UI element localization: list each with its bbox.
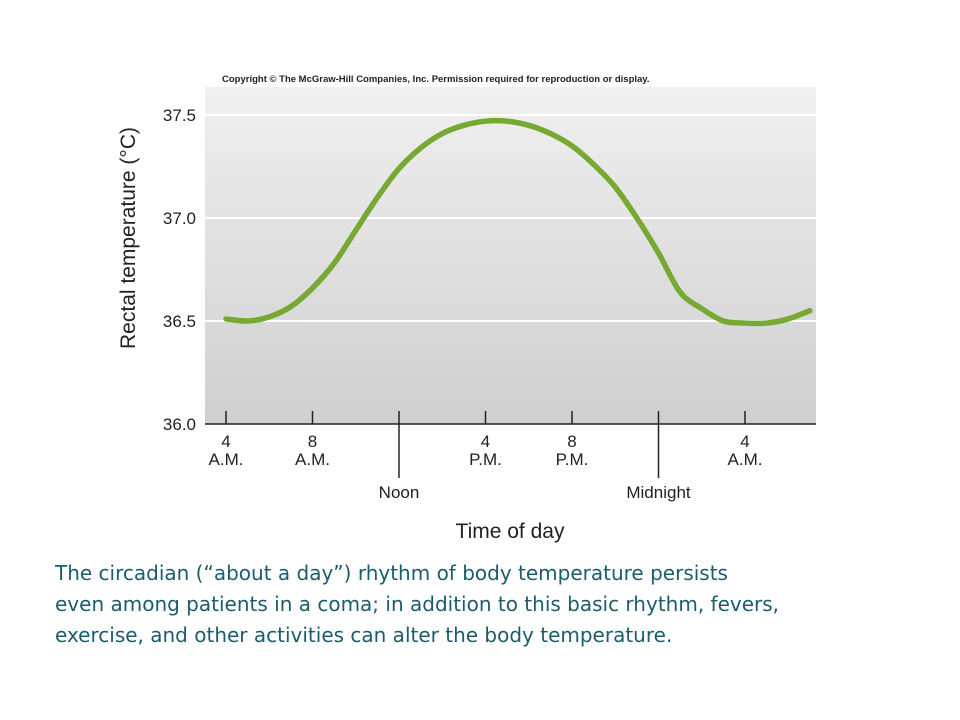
x-tick-label: 8 xyxy=(308,432,317,451)
x-tick-label: P.M. xyxy=(556,450,589,469)
copyright-notice: Copyright © The McGraw-Hill Companies, I… xyxy=(222,74,650,85)
x-tick-label: 4 xyxy=(740,432,749,451)
y-tick-label: 37.5 xyxy=(163,106,196,125)
y-tick-label: 36.5 xyxy=(163,312,196,331)
caption-line: The circadian (“about a day”) rhythm of … xyxy=(55,561,728,585)
gridlines xyxy=(205,114,816,322)
y-axis: 36.0 36.5 37.0 37.5 xyxy=(163,106,196,434)
plot-background xyxy=(205,87,816,424)
y-tick-label: 37.0 xyxy=(163,209,196,228)
caption: The circadian (“about a day”) rhythm of … xyxy=(55,558,935,651)
x-axis-title: Time of day xyxy=(456,520,565,543)
x-tick-label: Noon xyxy=(379,483,420,502)
series xyxy=(223,117,813,327)
x-tick-label: 8 xyxy=(567,432,576,451)
x-tick-label: 4 xyxy=(481,432,490,451)
x-tick-label: A.M. xyxy=(209,450,244,469)
x-tick-label: A.M. xyxy=(295,450,330,469)
caption-line: exercise, and other activities can alter… xyxy=(55,623,673,647)
x-tick-label: Midnight xyxy=(626,483,691,502)
x-tick-label: P.M. xyxy=(469,450,502,469)
x-tick-label: A.M. xyxy=(728,450,763,469)
temperature-line xyxy=(223,117,813,327)
caption-line: even among patients in a coma; in additi… xyxy=(55,592,780,616)
x-tick-label: 4 xyxy=(221,432,230,451)
body-temperature-chart: Copyright © The McGraw-Hill Companies, I… xyxy=(117,74,816,543)
y-axis-title: Rectal temperature (°C) xyxy=(117,127,140,349)
y-tick-label: 36.0 xyxy=(163,415,196,434)
